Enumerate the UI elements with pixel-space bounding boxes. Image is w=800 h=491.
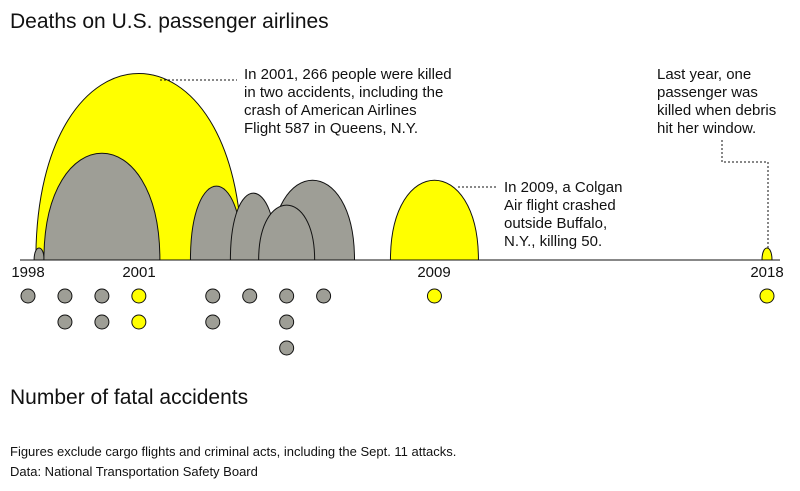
- accident-dot: [57, 288, 73, 304]
- accident-dot: [316, 288, 332, 304]
- connector-2018: [721, 140, 769, 248]
- accident-dot: [57, 314, 73, 330]
- accident-dot: [20, 288, 36, 304]
- accident-dot: [759, 288, 775, 304]
- chart-title: Deaths on U.S. passenger airlines: [10, 10, 329, 33]
- accident-dot: [94, 288, 110, 304]
- tick-label-2009: 2009: [417, 264, 451, 281]
- death-arc: [389, 179, 479, 261]
- footnote: Figures exclude cargo flights and crimin…: [10, 444, 457, 459]
- accident-dot: [242, 288, 258, 304]
- accident-dot: [131, 314, 147, 330]
- accident-dot: [279, 288, 295, 304]
- accident-dot: [279, 340, 295, 356]
- annotation-2001: In 2001, 266 people were killed in two a…: [244, 66, 452, 137]
- data-source: Data: National Transportation Safety Boa…: [10, 464, 258, 479]
- death-arc: [43, 153, 161, 261]
- death-arc: [761, 247, 773, 261]
- accident-dot: [94, 314, 110, 330]
- chart-subtitle: Number of fatal accidents: [10, 386, 249, 409]
- tick-label-1998: 1998: [11, 264, 45, 281]
- accident-dot: [279, 314, 295, 330]
- tick-label-2018: 2018: [750, 264, 784, 281]
- accident-dot: [131, 288, 147, 304]
- death-arc: [258, 204, 316, 261]
- annotation-2009: In 2009, a Colgan Air flight crashed out…: [504, 179, 623, 250]
- annotation-2018: Last year, one passenger was killed when…: [657, 66, 777, 137]
- accident-dot: [205, 314, 221, 330]
- accident-dot: [205, 288, 221, 304]
- death-arcs: [33, 73, 773, 261]
- accident-dots: [20, 288, 775, 356]
- accident-dot: [426, 288, 442, 304]
- tick-label-2001: 2001: [122, 264, 156, 281]
- annotation-connectors: [160, 79, 769, 248]
